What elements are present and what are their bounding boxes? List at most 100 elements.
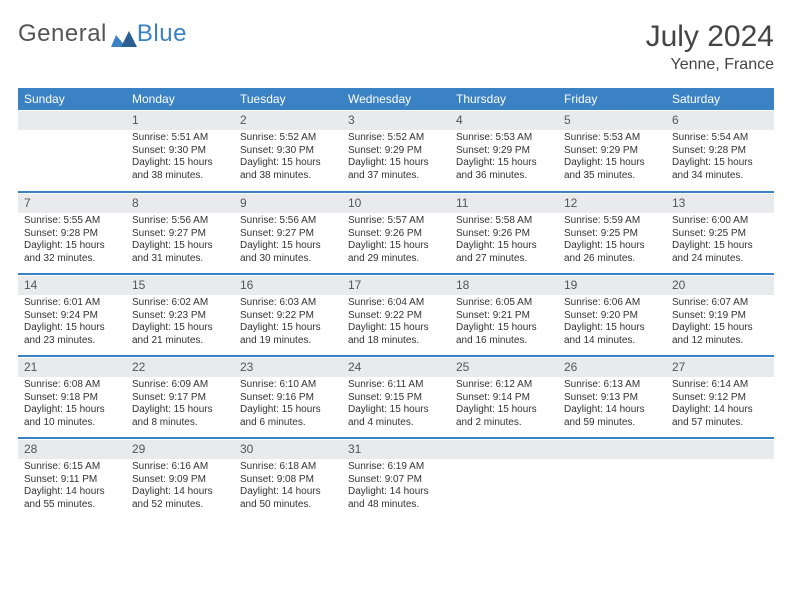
sunset-text: Sunset: 9:26 PM xyxy=(348,228,444,241)
sunset-text: Sunset: 9:30 PM xyxy=(132,145,228,158)
sunrise-text: Sunrise: 5:52 AM xyxy=(240,132,336,145)
sunrise-text: Sunrise: 6:16 AM xyxy=(132,461,228,474)
day-body: Sunrise: 6:09 AMSunset: 9:17 PMDaylight:… xyxy=(126,377,234,433)
day-body xyxy=(558,459,666,465)
day-number: 17 xyxy=(342,275,450,295)
calendar-week-row: 14Sunrise: 6:01 AMSunset: 9:24 PMDayligh… xyxy=(18,274,774,356)
daylight-text: Daylight: 14 hours and 55 minutes. xyxy=(24,486,120,511)
calendar-day-cell: 5Sunrise: 5:53 AMSunset: 9:29 PMDaylight… xyxy=(558,110,666,192)
calendar-day-cell: 14Sunrise: 6:01 AMSunset: 9:24 PMDayligh… xyxy=(18,274,126,356)
sunrise-text: Sunrise: 5:59 AM xyxy=(564,215,660,228)
location-label: Yenne, France xyxy=(646,56,774,74)
day-number xyxy=(18,110,126,130)
calendar-day-cell: 23Sunrise: 6:10 AMSunset: 9:16 PMDayligh… xyxy=(234,356,342,438)
day-number: 1 xyxy=(126,110,234,130)
day-number: 13 xyxy=(666,193,774,213)
day-body: Sunrise: 6:06 AMSunset: 9:20 PMDaylight:… xyxy=(558,295,666,351)
day-body: Sunrise: 6:11 AMSunset: 9:15 PMDaylight:… xyxy=(342,377,450,433)
sunset-text: Sunset: 9:21 PM xyxy=(456,310,552,323)
day-number: 18 xyxy=(450,275,558,295)
sunrise-text: Sunrise: 5:57 AM xyxy=(348,215,444,228)
calendar-day-cell: 1Sunrise: 5:51 AMSunset: 9:30 PMDaylight… xyxy=(126,110,234,192)
daylight-text: Daylight: 15 hours and 36 minutes. xyxy=(456,157,552,182)
daylight-text: Daylight: 15 hours and 21 minutes. xyxy=(132,322,228,347)
sunset-text: Sunset: 9:18 PM xyxy=(24,392,120,405)
calendar-day-cell: 10Sunrise: 5:57 AMSunset: 9:26 PMDayligh… xyxy=(342,192,450,274)
calendar-day-cell: 3Sunrise: 5:52 AMSunset: 9:29 PMDaylight… xyxy=(342,110,450,192)
day-body: Sunrise: 5:55 AMSunset: 9:28 PMDaylight:… xyxy=(18,213,126,269)
sunrise-text: Sunrise: 5:56 AM xyxy=(132,215,228,228)
calendar-day-cell: 12Sunrise: 5:59 AMSunset: 9:25 PMDayligh… xyxy=(558,192,666,274)
daylight-text: Daylight: 15 hours and 38 minutes. xyxy=(132,157,228,182)
sunrise-text: Sunrise: 6:18 AM xyxy=(240,461,336,474)
month-title: July 2024 xyxy=(646,20,774,54)
sunrise-text: Sunrise: 5:53 AM xyxy=(456,132,552,145)
day-header: Saturday xyxy=(666,88,774,110)
calendar-day-cell: 28Sunrise: 6:15 AMSunset: 9:11 PMDayligh… xyxy=(18,438,126,520)
sunset-text: Sunset: 9:27 PM xyxy=(240,228,336,241)
daylight-text: Daylight: 15 hours and 27 minutes. xyxy=(456,240,552,265)
day-number: 9 xyxy=(234,193,342,213)
daylight-text: Daylight: 15 hours and 2 minutes. xyxy=(456,404,552,429)
day-header: Tuesday xyxy=(234,88,342,110)
calendar-day-cell: 21Sunrise: 6:08 AMSunset: 9:18 PMDayligh… xyxy=(18,356,126,438)
daylight-text: Daylight: 14 hours and 57 minutes. xyxy=(672,404,768,429)
brand-mark-icon xyxy=(111,26,137,42)
calendar-day-cell: 4Sunrise: 5:53 AMSunset: 9:29 PMDaylight… xyxy=(450,110,558,192)
sunrise-text: Sunrise: 6:07 AM xyxy=(672,297,768,310)
daylight-text: Daylight: 14 hours and 59 minutes. xyxy=(564,404,660,429)
day-number: 27 xyxy=(666,357,774,377)
calendar-week-row: 7Sunrise: 5:55 AMSunset: 9:28 PMDaylight… xyxy=(18,192,774,274)
day-body: Sunrise: 5:52 AMSunset: 9:30 PMDaylight:… xyxy=(234,130,342,186)
day-number: 29 xyxy=(126,439,234,459)
sunrise-text: Sunrise: 6:12 AM xyxy=(456,379,552,392)
calendar-day-cell: 29Sunrise: 6:16 AMSunset: 9:09 PMDayligh… xyxy=(126,438,234,520)
calendar-day-cell: 31Sunrise: 6:19 AMSunset: 9:07 PMDayligh… xyxy=(342,438,450,520)
sunset-text: Sunset: 9:19 PM xyxy=(672,310,768,323)
page-header: General Blue July 2024 Yenne, France xyxy=(18,20,774,74)
sunset-text: Sunset: 9:13 PM xyxy=(564,392,660,405)
daylight-text: Daylight: 15 hours and 16 minutes. xyxy=(456,322,552,347)
calendar-day-cell: 8Sunrise: 5:56 AMSunset: 9:27 PMDaylight… xyxy=(126,192,234,274)
calendar-day-cell: 18Sunrise: 6:05 AMSunset: 9:21 PMDayligh… xyxy=(450,274,558,356)
calendar-week-row: 28Sunrise: 6:15 AMSunset: 9:11 PMDayligh… xyxy=(18,438,774,520)
calendar-day-cell xyxy=(558,438,666,520)
calendar-day-cell: 19Sunrise: 6:06 AMSunset: 9:20 PMDayligh… xyxy=(558,274,666,356)
daylight-text: Daylight: 15 hours and 26 minutes. xyxy=(564,240,660,265)
daylight-text: Daylight: 15 hours and 37 minutes. xyxy=(348,157,444,182)
sunrise-text: Sunrise: 6:04 AM xyxy=(348,297,444,310)
day-number: 25 xyxy=(450,357,558,377)
brand-part2: Blue xyxy=(137,20,187,48)
calendar-day-cell: 9Sunrise: 5:56 AMSunset: 9:27 PMDaylight… xyxy=(234,192,342,274)
day-body: Sunrise: 5:59 AMSunset: 9:25 PMDaylight:… xyxy=(558,213,666,269)
day-header: Thursday xyxy=(450,88,558,110)
day-body: Sunrise: 5:54 AMSunset: 9:28 PMDaylight:… xyxy=(666,130,774,186)
day-number: 22 xyxy=(126,357,234,377)
day-body: Sunrise: 6:00 AMSunset: 9:25 PMDaylight:… xyxy=(666,213,774,269)
calendar-day-cell: 22Sunrise: 6:09 AMSunset: 9:17 PMDayligh… xyxy=(126,356,234,438)
day-body: Sunrise: 6:18 AMSunset: 9:08 PMDaylight:… xyxy=(234,459,342,515)
daylight-text: Daylight: 15 hours and 23 minutes. xyxy=(24,322,120,347)
day-body: Sunrise: 6:07 AMSunset: 9:19 PMDaylight:… xyxy=(666,295,774,351)
daylight-text: Daylight: 14 hours and 48 minutes. xyxy=(348,486,444,511)
sunrise-text: Sunrise: 6:09 AM xyxy=(132,379,228,392)
day-number xyxy=(450,439,558,459)
sunset-text: Sunset: 9:22 PM xyxy=(240,310,336,323)
calendar-day-cell xyxy=(666,438,774,520)
day-number: 28 xyxy=(18,439,126,459)
day-number: 14 xyxy=(18,275,126,295)
daylight-text: Daylight: 15 hours and 24 minutes. xyxy=(672,240,768,265)
day-header: Friday xyxy=(558,88,666,110)
calendar-day-cell: 20Sunrise: 6:07 AMSunset: 9:19 PMDayligh… xyxy=(666,274,774,356)
day-body: Sunrise: 5:53 AMSunset: 9:29 PMDaylight:… xyxy=(450,130,558,186)
day-body: Sunrise: 5:56 AMSunset: 9:27 PMDaylight:… xyxy=(234,213,342,269)
calendar-day-cell: 26Sunrise: 6:13 AMSunset: 9:13 PMDayligh… xyxy=(558,356,666,438)
day-body: Sunrise: 5:51 AMSunset: 9:30 PMDaylight:… xyxy=(126,130,234,186)
sunrise-text: Sunrise: 6:14 AM xyxy=(672,379,768,392)
day-number: 4 xyxy=(450,110,558,130)
day-body: Sunrise: 6:19 AMSunset: 9:07 PMDaylight:… xyxy=(342,459,450,515)
daylight-text: Daylight: 15 hours and 31 minutes. xyxy=(132,240,228,265)
day-header-row: Sunday Monday Tuesday Wednesday Thursday… xyxy=(18,88,774,110)
sunset-text: Sunset: 9:07 PM xyxy=(348,474,444,487)
sunset-text: Sunset: 9:15 PM xyxy=(348,392,444,405)
